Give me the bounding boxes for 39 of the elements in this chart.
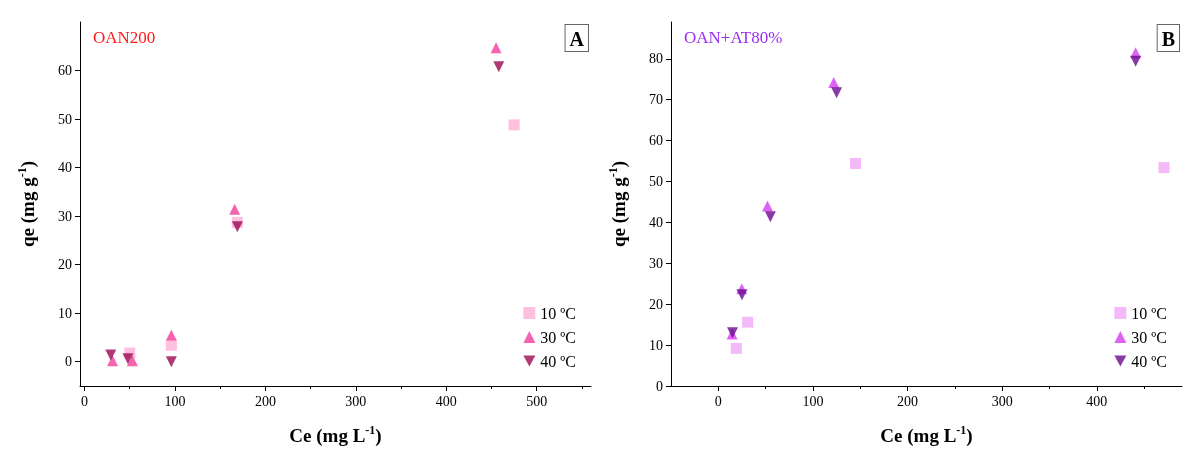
y-tick-label: 60 (58, 63, 72, 79)
legend-label: 10 ºC (540, 304, 577, 322)
y-tick-label: 30 (649, 255, 663, 271)
x-tick-label: 100 (164, 393, 186, 409)
x-tick-label: 400 (1086, 393, 1108, 409)
y-tick-label: 20 (58, 257, 72, 273)
legend-label: 40 ºC (1131, 352, 1168, 370)
x-tick-label: 500 (526, 393, 548, 409)
annotation: B (1161, 28, 1175, 50)
y-tick-label: 10 (649, 337, 663, 353)
y-tick-label: 30 (58, 208, 72, 224)
y-tick-label: 70 (649, 92, 663, 108)
legend-label: 30 ºC (540, 328, 577, 346)
chart-title: OAN200 (93, 28, 156, 47)
legend-label: 40 ºC (540, 352, 577, 370)
y-tick-label: 80 (649, 51, 663, 67)
legend-label: 10 ºC (1131, 304, 1168, 322)
y-tick-label: 50 (58, 111, 72, 127)
x-tick-label: 0 (714, 393, 722, 409)
x-tick-label: 400 (435, 393, 457, 409)
x-tick-label: 0 (81, 393, 89, 409)
legend-label: 30 ºC (1131, 328, 1168, 346)
x-tick-label: 300 (991, 393, 1013, 409)
y-tick-label: 40 (649, 214, 663, 230)
y-tick-label: 20 (649, 296, 663, 312)
y-tick-label: 40 (58, 160, 72, 176)
x-tick-label: 200 (254, 393, 276, 409)
y-tick-label: 50 (649, 174, 663, 190)
chart-title: OAN+AT80% (684, 28, 783, 47)
y-tick-label: 60 (649, 133, 663, 149)
y-tick-label: 0 (656, 378, 663, 394)
x-tick-label: 100 (802, 393, 824, 409)
annotation: A (569, 28, 585, 50)
y-tick-label: 10 (58, 305, 72, 321)
y-tick-label: 0 (65, 354, 72, 370)
x-tick-label: 300 (345, 393, 367, 409)
x-tick-label: 200 (897, 393, 919, 409)
y-axis-title: qe (mg g-1) (15, 161, 39, 247)
y-axis-title: qe (mg g-1) (606, 161, 630, 247)
